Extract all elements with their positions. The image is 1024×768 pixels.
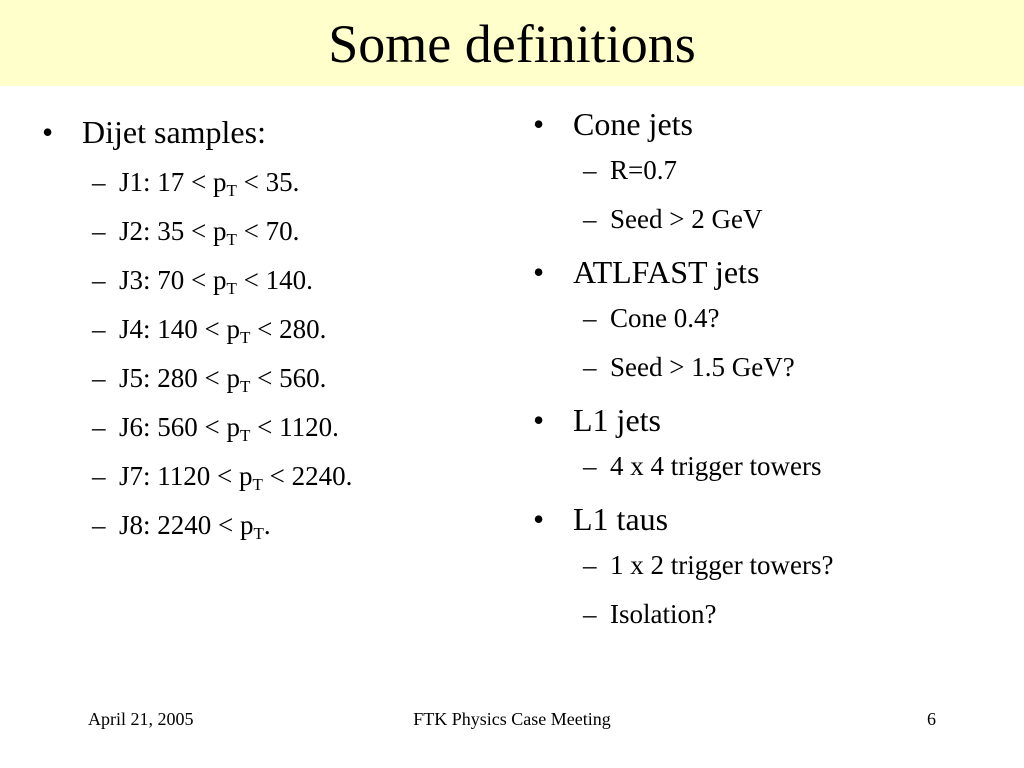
- sub-item-text: Cone 0.4?: [610, 303, 720, 333]
- bullet-cone-jets: • Cone jets: [533, 104, 1003, 144]
- item-post: < 280.: [250, 314, 327, 344]
- sub-item-text: 4 x 4 trigger towers: [610, 451, 822, 481]
- sub-item-j3: – J3: 70 < pT < 140.: [42, 264, 492, 298]
- dash-marker: –: [583, 599, 597, 629]
- sub-item: – R=0.7: [533, 154, 1003, 186]
- sub-item: – 1 x 2 trigger towers?: [533, 549, 1003, 581]
- bullet-marker: •: [533, 106, 545, 142]
- footer-date: April 21, 2005: [88, 709, 194, 729]
- sub-item-j8: – J8: 2240 < pT.: [42, 509, 492, 543]
- item-sub: T: [240, 328, 251, 347]
- bullet-l1-taus: • L1 taus: [533, 499, 1003, 539]
- sub-item-j2: – J2: 35 < pT < 70.: [42, 215, 492, 249]
- bullet-text: L1 jets: [573, 402, 661, 438]
- sub-item-text: Seed > 2 GeV: [610, 204, 763, 234]
- item-sub: T: [226, 230, 237, 249]
- dash-marker: –: [583, 204, 597, 234]
- dash-marker: –: [583, 451, 597, 481]
- sub-item-j1: – J1: 17 < pT < 35.: [42, 166, 492, 200]
- sub-item-j7: – J7: 1120 < pT < 2240.: [42, 460, 492, 494]
- dash-marker: –: [583, 352, 597, 382]
- bullet-text: Dijet samples:: [82, 114, 266, 150]
- sub-item-j6: – J6: 560 < pT < 1120.: [42, 411, 492, 445]
- item-sub: T: [226, 279, 237, 298]
- bullet-marker: •: [533, 402, 545, 438]
- left-column: • Dijet samples: – J1: 17 < pT < 35. – J…: [42, 112, 492, 558]
- footer-meeting-name: FTK Physics Case Meeting: [413, 709, 611, 729]
- item-post: < 70.: [236, 216, 300, 246]
- bullet-text: ATLFAST jets: [573, 254, 760, 290]
- item-post: < 2240.: [262, 461, 353, 491]
- dash-marker: –: [92, 216, 106, 246]
- bullet-marker: •: [42, 114, 54, 150]
- item-pre: J5: 280 < p: [119, 363, 240, 393]
- item-sub: T: [240, 377, 251, 396]
- dash-marker: –: [92, 412, 106, 442]
- slide-title: Some definitions: [328, 14, 696, 74]
- title-band: [0, 0, 1024, 86]
- footer-page-number: 6: [927, 709, 936, 729]
- sub-item: – 4 x 4 trigger towers: [533, 450, 1003, 482]
- bullet-marker: •: [533, 501, 545, 537]
- bullet-marker: •: [533, 254, 545, 290]
- bullet-atlfast-jets: • ATLFAST jets: [533, 252, 1003, 292]
- sub-item-text: Seed > 1.5 GeV?: [610, 352, 795, 382]
- sub-item-j4: – J4: 140 < pT < 280.: [42, 313, 492, 347]
- item-post: .: [263, 510, 271, 540]
- sub-item-text: Isolation?: [610, 599, 717, 629]
- item-pre: J1: 17 < p: [119, 167, 227, 197]
- item-sub: T: [240, 426, 251, 445]
- dash-marker: –: [92, 461, 106, 491]
- item-pre: J6: 560 < p: [119, 412, 240, 442]
- sub-item-text: R=0.7: [610, 155, 677, 185]
- item-post: < 140.: [236, 265, 313, 295]
- sub-item-text: 1 x 2 trigger towers?: [610, 550, 834, 580]
- item-pre: J4: 140 < p: [119, 314, 240, 344]
- dash-marker: –: [583, 550, 597, 580]
- dash-marker: –: [583, 155, 597, 185]
- bullet-text: Cone jets: [573, 106, 693, 142]
- bullet-l1-jets: • L1 jets: [533, 400, 1003, 440]
- item-post: < 35.: [236, 167, 300, 197]
- dash-marker: –: [92, 363, 106, 393]
- item-sub: T: [252, 475, 263, 494]
- bullet-text: L1 taus: [573, 501, 669, 537]
- dash-marker: –: [92, 167, 106, 197]
- dash-marker: –: [92, 314, 106, 344]
- sub-item: – Seed > 1.5 GeV?: [533, 351, 1003, 383]
- item-pre: J3: 70 < p: [119, 265, 227, 295]
- item-pre: J7: 1120 < p: [119, 461, 253, 491]
- item-pre: J8: 2240 < p: [119, 510, 254, 540]
- dash-marker: –: [583, 303, 597, 333]
- item-sub: T: [226, 181, 237, 200]
- item-post: < 1120.: [250, 412, 339, 442]
- sub-item: – Cone 0.4?: [533, 302, 1003, 334]
- item-post: < 560.: [250, 363, 327, 393]
- sub-item-j5: – J5: 280 < pT < 560.: [42, 362, 492, 396]
- sub-item: – Seed > 2 GeV: [533, 203, 1003, 235]
- item-pre: J2: 35 < p: [119, 216, 227, 246]
- item-sub: T: [253, 524, 264, 543]
- dash-marker: –: [92, 265, 106, 295]
- sub-item: – Isolation?: [533, 598, 1003, 630]
- dash-marker: –: [92, 510, 106, 540]
- right-column: • Cone jets – R=0.7 – Seed > 2 GeV • ATL…: [533, 104, 1003, 647]
- bullet-dijet-samples: • Dijet samples:: [42, 112, 492, 152]
